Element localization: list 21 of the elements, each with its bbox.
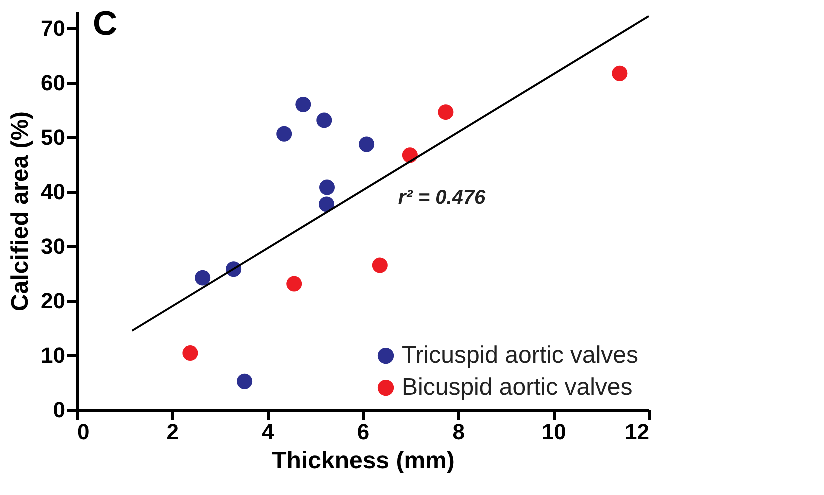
x-tick-label: 12 <box>625 420 650 444</box>
y-axis-title: Calcified area (%) <box>7 111 34 312</box>
y-tick-label: 20 <box>41 288 66 314</box>
x-tick-label: 4 <box>262 420 276 444</box>
legend-label: Bicuspid aortic valves <box>402 374 633 401</box>
legend-label: Tricuspid aortic valves <box>402 342 639 369</box>
y-tick-label: 10 <box>41 342 66 368</box>
y-tick-label: 70 <box>41 16 66 41</box>
x-tick-label: 0 <box>78 420 90 444</box>
annotation: r² = 0.476 <box>398 187 487 209</box>
y-tick-label: 50 <box>41 124 66 150</box>
y-tick-label: 30 <box>41 234 66 259</box>
chart-title: C <box>93 5 118 43</box>
x-tick-label: 6 <box>357 420 370 444</box>
x-tick-label: 10 <box>542 420 566 444</box>
y-tick-label: 40 <box>41 179 66 204</box>
y-tick-label: 60 <box>41 70 66 96</box>
x-tick-label: 8 <box>452 420 465 444</box>
y-tick-label: 0 <box>53 398 66 422</box>
x-tick-label: 2 <box>166 420 179 444</box>
x-axis-title: Thickness (mm) <box>272 448 455 474</box>
